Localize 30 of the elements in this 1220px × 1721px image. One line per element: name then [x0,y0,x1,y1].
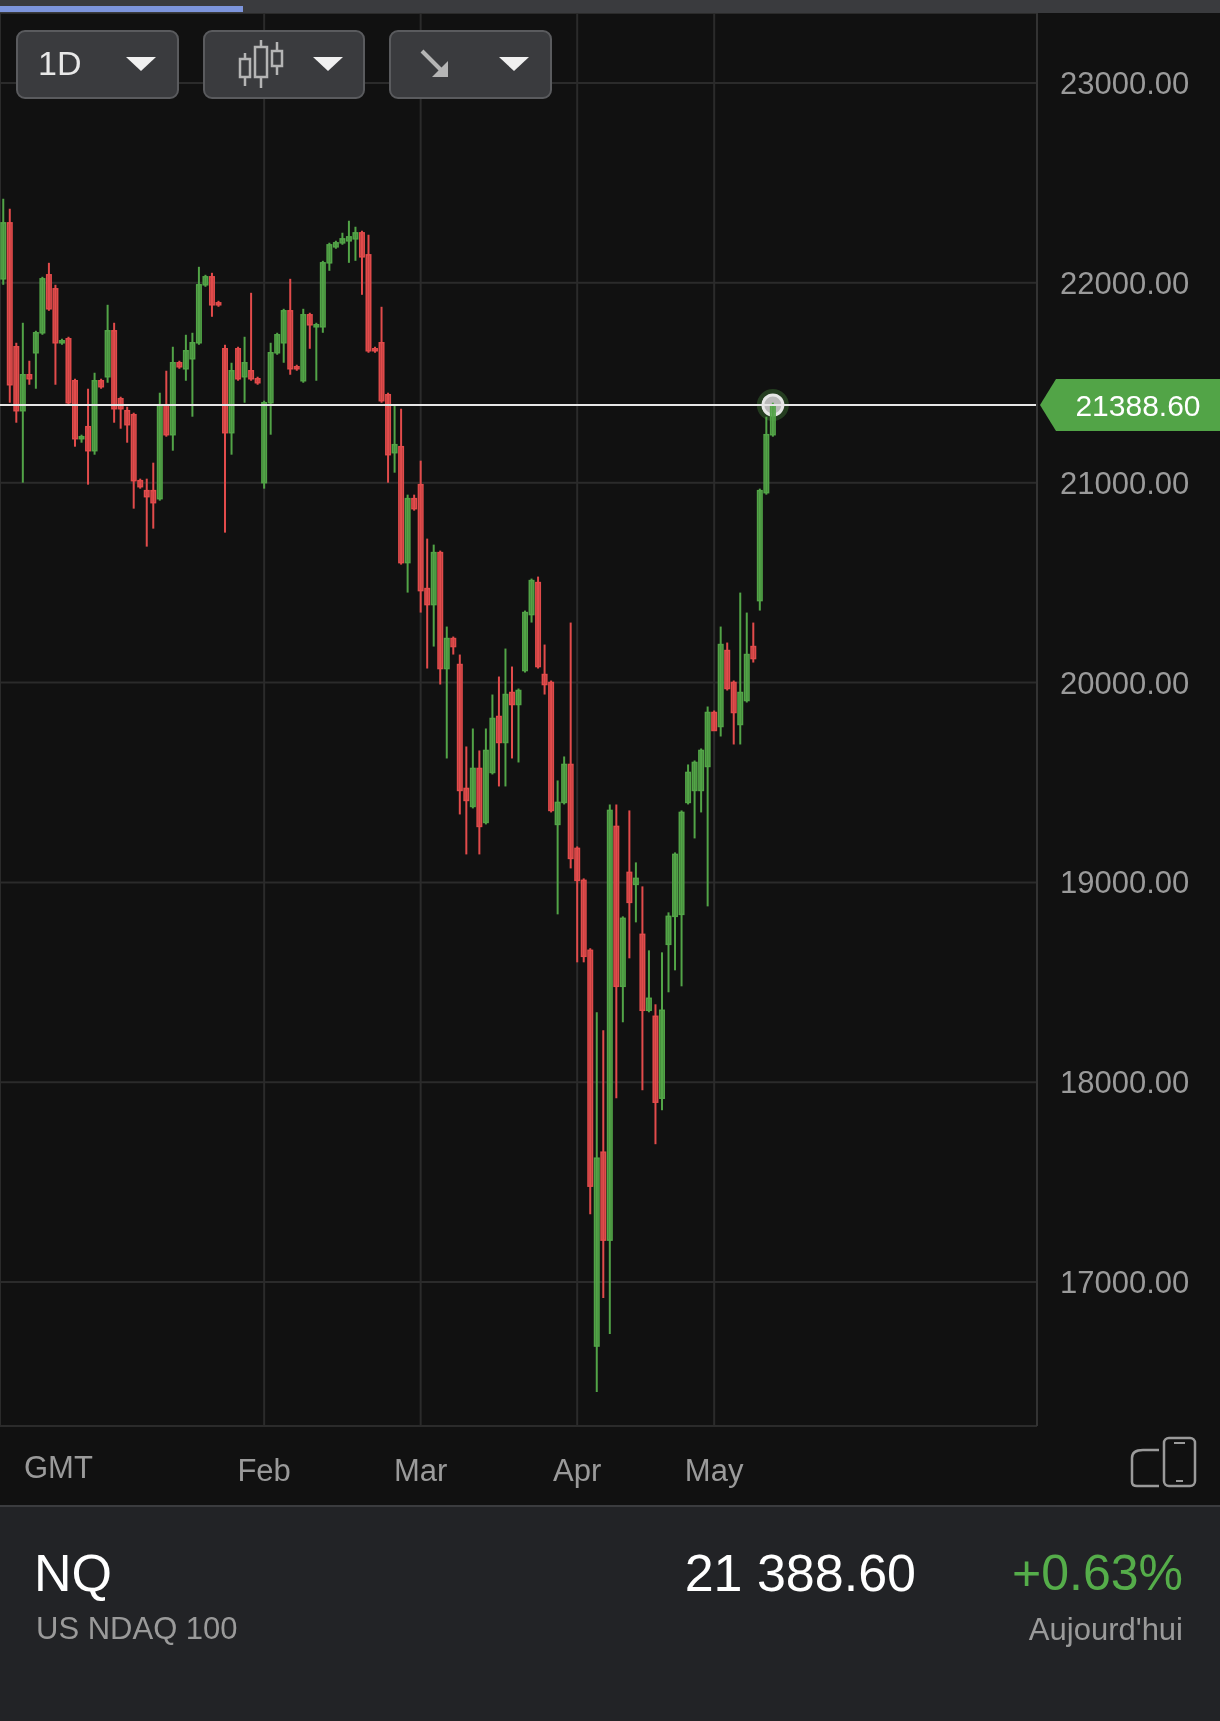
y-tick-label: 23000.00 [1060,65,1190,101]
text: US NDAQ 100 [36,1610,238,1648]
candlestick [711,709,718,732]
candlestick [26,359,33,386]
candlestick [391,403,398,474]
candlestick [241,335,248,404]
x-tick-label: Apr [553,1452,602,1488]
y-tick-label: 20000.00 [1060,665,1190,701]
candlestick [306,311,313,350]
x-tick-label: Mar [393,1452,448,1488]
x-tick-label: May [684,1452,744,1488]
y-tick-label: 22000.00 [1060,265,1190,301]
text: GMT [24,1448,93,1486]
candlestick [85,387,92,486]
ref-line-label: 21388.60 [1075,388,1201,422]
text: Aujourd'hui [1028,1610,1183,1648]
text: +0.63% [1012,1544,1183,1603]
y-tick-label: 17000.00 [1060,1265,1190,1301]
annotation: 1D [38,42,82,84]
candlestick [515,687,522,764]
y-tick-label: 21000.00 [1060,465,1190,501]
candlestick [508,665,515,760]
candlestick [632,861,639,924]
candlestick [750,621,757,664]
y-tick-label: 18000.00 [1060,1065,1190,1101]
x-tick-label: Feb [237,1452,291,1488]
candlestick [645,949,652,1014]
y-tick-label: 19000.00 [1060,865,1190,901]
text: NQ [34,1543,112,1604]
text: 21 388.60 [684,1543,916,1604]
